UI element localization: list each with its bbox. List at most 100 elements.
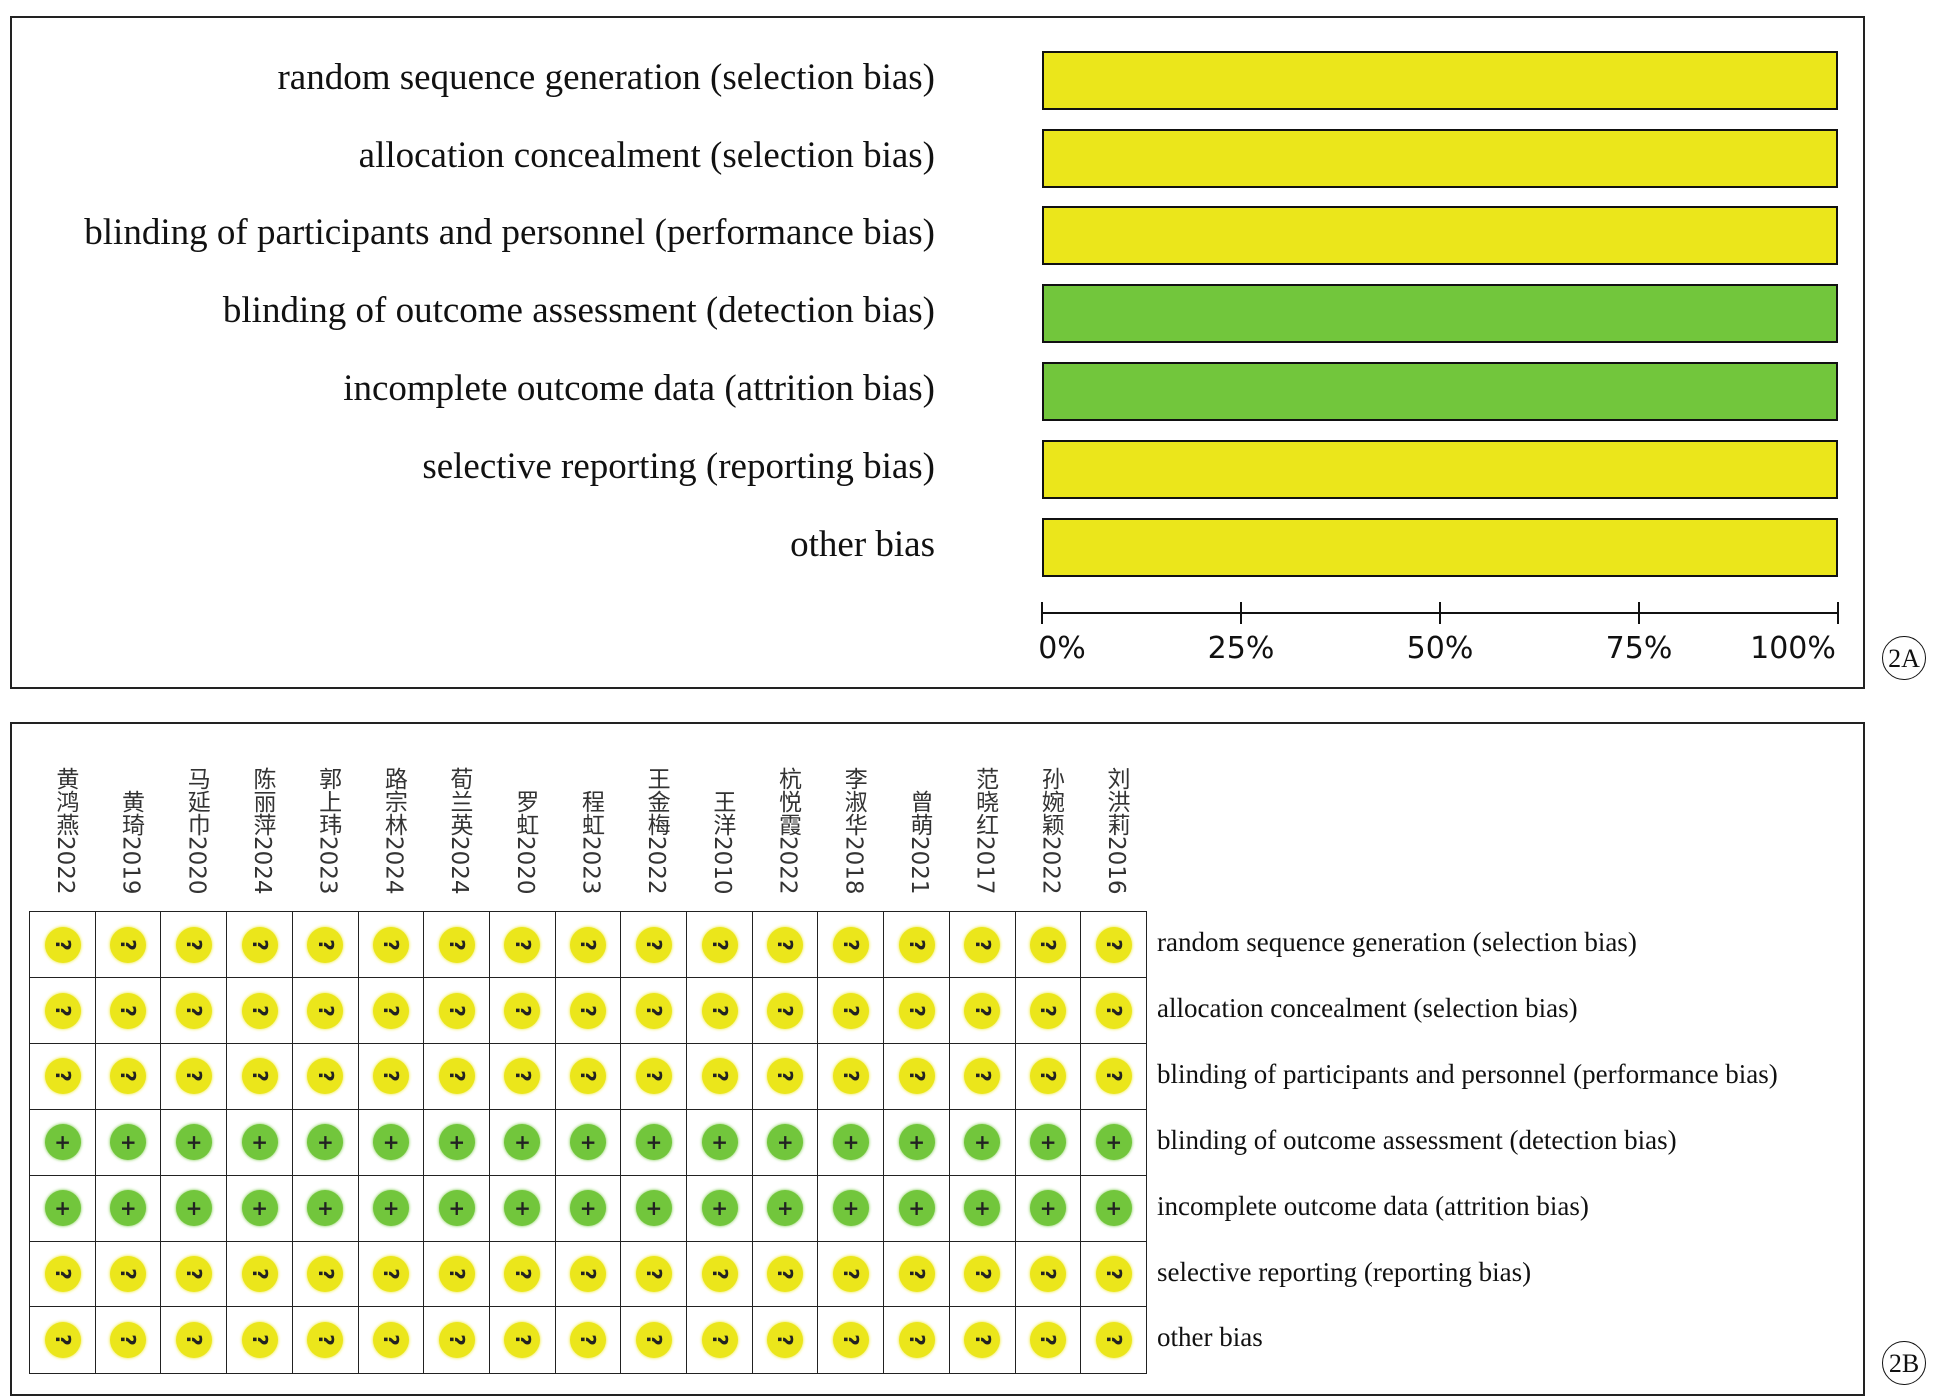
study-header: 马延巾2020 xyxy=(183,767,210,895)
domain-label: selective reporting (reporting bias) xyxy=(1157,1256,1532,1287)
question-icon: ? xyxy=(701,1322,738,1359)
x-tick-label: 75% xyxy=(1605,631,1673,666)
judgement-cell: ? xyxy=(29,976,97,1045)
judgement-cell: ? xyxy=(686,1306,754,1374)
judgement-symbol: ? xyxy=(904,938,929,951)
judgement-symbol: + xyxy=(317,1196,334,1221)
question-icon: ? xyxy=(701,926,738,963)
judgement-symbol: + xyxy=(185,1130,203,1155)
domain-label: incomplete outcome data (attrition bias) xyxy=(1157,1190,1589,1221)
judgement-cell: ? xyxy=(1080,976,1148,1045)
bar-unclear xyxy=(1042,440,1838,499)
plus-icon: + xyxy=(964,1124,1001,1161)
judgement-symbol: + xyxy=(842,1196,860,1221)
judgement-cell: ? xyxy=(817,1306,885,1374)
judgement-cell: + xyxy=(948,1108,1016,1177)
judgement-cell: + xyxy=(883,1108,951,1177)
study-header: 范晓红2017 xyxy=(971,767,998,895)
question-icon: ? xyxy=(635,992,672,1029)
question-icon: ? xyxy=(1030,1322,1067,1359)
judgement-symbol: ? xyxy=(970,1004,995,1017)
x-tick-label: 0% xyxy=(1038,631,1086,666)
bar-label: other bias xyxy=(790,524,935,565)
judgement-cell: + xyxy=(948,1174,1016,1242)
judgement-symbol: ? xyxy=(576,938,601,951)
domain-label: allocation concealment (selection bias) xyxy=(1157,992,1578,1023)
judgement-cell: ? xyxy=(291,1240,359,1308)
question-icon: ? xyxy=(175,992,212,1029)
judgement-cell: + xyxy=(357,1174,425,1242)
judgement-symbol: ? xyxy=(641,1070,666,1083)
question-icon: ? xyxy=(175,1256,212,1293)
judgement-symbol: ? xyxy=(379,1334,404,1346)
question-icon: ? xyxy=(241,1256,278,1293)
judgement-symbol: + xyxy=(317,1130,334,1155)
plus-icon: + xyxy=(1030,1190,1067,1227)
question-icon: ? xyxy=(438,1322,475,1359)
judgement-cell: ? xyxy=(1080,911,1148,979)
judgement-symbol: + xyxy=(579,1130,597,1155)
judgement-symbol: + xyxy=(908,1196,926,1221)
judgement-symbol: ? xyxy=(707,1334,732,1346)
judgement-cell: + xyxy=(94,1108,162,1177)
bar-low xyxy=(1042,284,1838,343)
judgement-cell: + xyxy=(1014,1108,1082,1177)
bar-label: random sequence generation (selection bi… xyxy=(277,57,935,98)
judgement-symbol: ? xyxy=(970,1070,995,1083)
judgement-symbol: ? xyxy=(1101,938,1126,951)
question-icon: ? xyxy=(898,1322,935,1359)
judgement-symbol: ? xyxy=(838,1070,863,1083)
judgement-cell: ? xyxy=(751,976,819,1045)
question-icon: ? xyxy=(504,992,541,1029)
judgement-cell: ? xyxy=(94,976,162,1045)
domain-label: blinding of outcome assessment (detectio… xyxy=(1157,1124,1677,1155)
judgement-symbol: ? xyxy=(970,938,995,951)
judgement-symbol: + xyxy=(645,1196,663,1221)
judgement-cell: ? xyxy=(1014,911,1082,979)
domain-label: other bias xyxy=(1157,1322,1263,1353)
judgement-symbol: ? xyxy=(444,1004,469,1017)
question-icon: ? xyxy=(373,1256,410,1293)
judgement-symbol: ? xyxy=(838,1004,863,1017)
plus-icon: + xyxy=(44,1124,81,1161)
judgement-symbol: ? xyxy=(247,1070,272,1083)
judgement-cell: ? xyxy=(291,1042,359,1111)
question-icon: ? xyxy=(635,1322,672,1359)
study-header: 孙婉颖2022 xyxy=(1037,767,1064,895)
judgement-symbol: ? xyxy=(313,1334,338,1346)
judgement-cell: ? xyxy=(948,1042,1016,1111)
judgement-symbol: ? xyxy=(510,1334,535,1346)
judgement-symbol: ? xyxy=(576,1268,601,1280)
judgement-symbol: ? xyxy=(773,938,798,951)
judgement-symbol: ? xyxy=(1101,1004,1126,1017)
bar-label: blinding of participants and personnel (… xyxy=(84,212,935,253)
judgement-cell: ? xyxy=(751,1306,819,1374)
x-tick-label: 50% xyxy=(1406,631,1474,666)
judgement-cell: ? xyxy=(1014,1240,1082,1308)
judgement-symbol: + xyxy=(974,1196,991,1221)
judgement-cell: ? xyxy=(686,1042,754,1111)
judgement-symbol: ? xyxy=(379,1268,404,1280)
question-icon: ? xyxy=(44,992,81,1029)
question-icon: ? xyxy=(307,1058,344,1095)
judgement-symbol: ? xyxy=(313,1004,338,1017)
bar-unclear xyxy=(1042,129,1838,188)
judgement-cell: ? xyxy=(883,1306,951,1374)
question-icon: ? xyxy=(44,1256,81,1293)
study-header: 黄鸿燕2022 xyxy=(51,767,78,895)
judgement-symbol: ? xyxy=(773,1334,798,1346)
plus-icon: + xyxy=(438,1124,475,1161)
judgement-symbol: + xyxy=(448,1130,466,1155)
judgement-symbol: ? xyxy=(181,1334,206,1346)
study-header: 杭悦霞2022 xyxy=(774,767,801,895)
plus-icon: + xyxy=(1095,1124,1132,1161)
judgement-cell: + xyxy=(554,1108,622,1177)
judgement-symbol: ? xyxy=(838,938,863,951)
plus-icon: + xyxy=(241,1124,278,1161)
judgement-symbol: + xyxy=(251,1196,269,1221)
judgement-cell: + xyxy=(160,1174,228,1242)
x-tick xyxy=(1041,602,1043,624)
judgement-cell: ? xyxy=(620,1240,688,1308)
domain-label: random sequence generation (selection bi… xyxy=(1157,927,1637,957)
question-icon: ? xyxy=(832,992,869,1029)
